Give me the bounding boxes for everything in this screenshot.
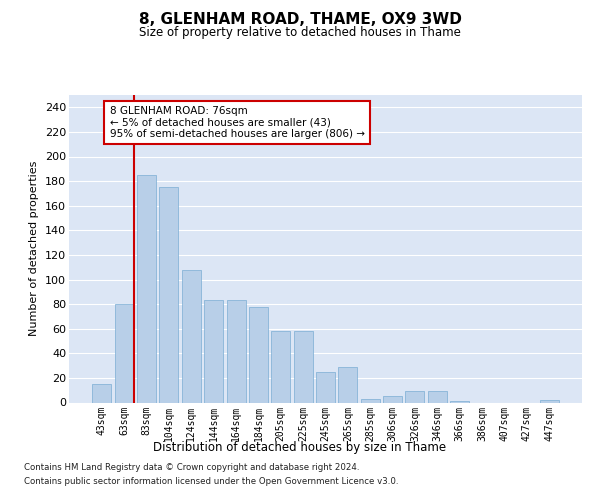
Bar xyxy=(293,331,313,402)
Bar xyxy=(249,306,268,402)
Bar xyxy=(227,300,245,402)
Bar xyxy=(160,187,178,402)
Bar xyxy=(361,399,380,402)
Bar xyxy=(92,384,112,402)
Y-axis label: Number of detached properties: Number of detached properties xyxy=(29,161,40,336)
Bar xyxy=(316,372,335,402)
Text: Size of property relative to detached houses in Thame: Size of property relative to detached ho… xyxy=(139,26,461,39)
Bar xyxy=(338,367,358,402)
Bar xyxy=(137,175,156,402)
Bar xyxy=(182,270,201,402)
Bar xyxy=(539,400,559,402)
Text: Distribution of detached houses by size in Thame: Distribution of detached houses by size … xyxy=(154,441,446,454)
Text: Contains public sector information licensed under the Open Government Licence v3: Contains public sector information licen… xyxy=(24,477,398,486)
Bar xyxy=(428,392,447,402)
Bar xyxy=(406,392,424,402)
Bar xyxy=(115,304,134,402)
Text: 8, GLENHAM ROAD, THAME, OX9 3WD: 8, GLENHAM ROAD, THAME, OX9 3WD xyxy=(139,12,461,28)
Bar xyxy=(383,396,402,402)
Text: 8 GLENHAM ROAD: 76sqm
← 5% of detached houses are smaller (43)
95% of semi-detac: 8 GLENHAM ROAD: 76sqm ← 5% of detached h… xyxy=(110,106,365,140)
Bar xyxy=(204,300,223,402)
Bar xyxy=(271,331,290,402)
Text: Contains HM Land Registry data © Crown copyright and database right 2024.: Contains HM Land Registry data © Crown c… xyxy=(24,464,359,472)
